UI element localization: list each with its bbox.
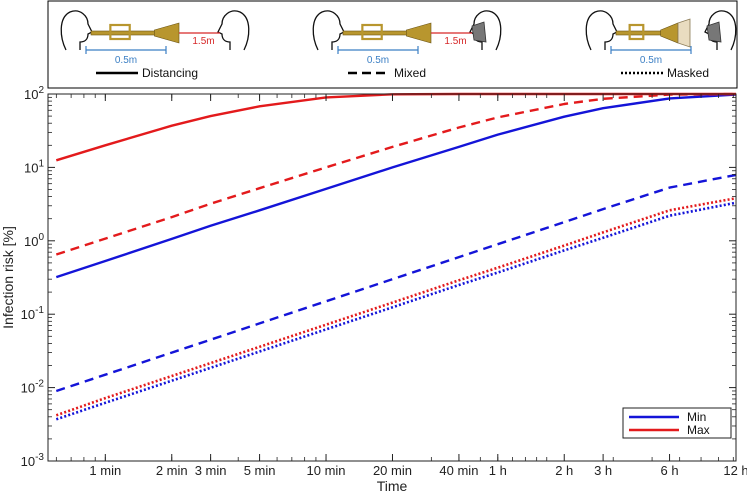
- y-tick-label: 100: [24, 232, 44, 249]
- y-tick-base: 10: [24, 160, 38, 175]
- x-tick-label: 3 min: [195, 463, 227, 478]
- player-head: [60, 10, 93, 51]
- scenario-label: Masked: [667, 66, 709, 80]
- distance-near-label: 0.5m: [640, 55, 662, 66]
- y-tick-exponent: -2: [35, 379, 44, 390]
- series-line-max-masked: [55, 196, 737, 417]
- y-tick-label: 10-1: [21, 305, 45, 322]
- face-mask-icon: [471, 21, 487, 43]
- x-tick-label: 40 min: [439, 463, 478, 478]
- plot-frame: [47, 93, 737, 462]
- plot-area: 1 min 2 min 3 min 5 min 10 min 20 min 40 min 1 …: [0, 85, 747, 494]
- scenario-label: Mixed: [394, 66, 426, 80]
- trumpet-valves: [109, 23, 131, 41]
- trumpet-icon: [342, 22, 432, 44]
- y-axis-title: Infection risk [%]: [0, 226, 16, 329]
- distance-near-label: 0.5m: [115, 55, 137, 66]
- trumpet-pipe: [615, 30, 663, 36]
- ticks-layer: [48, 93, 737, 462]
- x-tick-label: 1 min: [89, 463, 121, 478]
- y-tick-base: 10: [24, 234, 38, 249]
- series-line-min-distancing: [55, 93, 737, 279]
- series-line-min-masked: [55, 201, 737, 421]
- y-tick-base: 10: [21, 381, 35, 396]
- y-tick-label: 10-3: [21, 452, 45, 469]
- x-axis-title: Time: [377, 478, 408, 494]
- listener-head: [217, 10, 250, 51]
- x-tick-label: 2 min: [156, 463, 188, 478]
- scene-distancing: 0.5m 1.5m Distancing: [60, 10, 250, 80]
- series-line-min-mixed: [55, 173, 737, 393]
- trumpet-valves: [628, 23, 645, 41]
- y-tick-base: 10: [24, 87, 38, 102]
- bell-cover-icon: [677, 18, 691, 48]
- x-tick-label: 10 min: [307, 463, 346, 478]
- y-tick-exponent: 2: [38, 85, 44, 96]
- legend-label-min: Min: [687, 410, 706, 424]
- distance-far-label: 1.5m: [444, 36, 466, 47]
- distance-far-label: 1.5m: [192, 36, 214, 47]
- player-head: [312, 10, 345, 51]
- y-tick-label: 102: [24, 85, 44, 102]
- trumpet-icon: [90, 22, 180, 44]
- scenario-label: Distancing: [142, 66, 198, 80]
- legend-label-max: Max: [687, 423, 710, 437]
- x-tick-label: 2 h: [555, 463, 573, 478]
- x-tick-label: 20 min: [373, 463, 412, 478]
- legend-frame: [622, 407, 732, 439]
- distance-near-label: 0.5m: [367, 55, 389, 66]
- y-tick-exponent: 1: [38, 158, 44, 169]
- player-head: [585, 10, 618, 51]
- face-mask-icon: [706, 21, 722, 43]
- y-tick-label: 10-2: [21, 379, 45, 396]
- y-tick-exponent: -3: [35, 452, 44, 463]
- series-line-max-mixed: [55, 92, 737, 256]
- trumpet-pipe: [90, 30, 158, 36]
- y-tick-exponent: 0: [38, 232, 44, 243]
- x-tick-label: 5 min: [244, 463, 276, 478]
- x-tick-label: 12 h: [723, 463, 747, 478]
- trumpet-bell: [406, 22, 432, 44]
- trumpet-pipe: [342, 30, 410, 36]
- scene-mixed: 0.5m 1.5m Mixed: [312, 10, 502, 80]
- y-tick-exponent: -1: [35, 305, 44, 316]
- scene-masked: 0.5m Masked: [585, 10, 737, 80]
- y-tick-label: 101: [24, 158, 44, 175]
- trumpet-bell: [154, 22, 180, 44]
- x-tick-label: 3 h: [594, 463, 612, 478]
- x-tick-labels: 1 min 2 min 3 min 5 min 10 min 20 min 40 min 1 …: [89, 463, 747, 478]
- y-tick-base: 10: [21, 454, 35, 469]
- x-tick-label: 1 h: [489, 463, 507, 478]
- y-tick-base: 10: [21, 307, 35, 322]
- plot-background: [48, 94, 736, 461]
- scenario-panel: 0.5m 1.5m Distancing 0.5m 1.5m Mixed 0.5m Maske…: [47, 0, 738, 89]
- x-tick-label: 6 h: [661, 463, 679, 478]
- trumpet-valves: [361, 23, 383, 41]
